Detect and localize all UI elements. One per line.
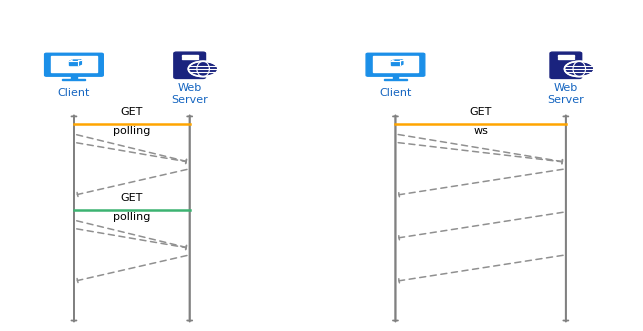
FancyBboxPatch shape bbox=[174, 52, 206, 78]
Polygon shape bbox=[69, 60, 82, 61]
Text: Client: Client bbox=[379, 88, 412, 98]
Polygon shape bbox=[400, 60, 403, 66]
Bar bbox=[373, 56, 418, 72]
Bar bbox=[51, 56, 96, 72]
Bar bbox=[182, 55, 197, 57]
Bar bbox=[393, 75, 398, 79]
Text: GET: GET bbox=[121, 107, 143, 117]
Text: Web
Server: Web Server bbox=[547, 83, 584, 105]
FancyBboxPatch shape bbox=[550, 52, 582, 78]
Text: Web
Server: Web Server bbox=[171, 83, 208, 105]
Bar bbox=[69, 61, 78, 66]
Bar bbox=[391, 61, 400, 66]
FancyBboxPatch shape bbox=[44, 53, 104, 76]
Bar bbox=[558, 55, 574, 57]
Bar bbox=[558, 58, 574, 59]
Bar bbox=[62, 79, 86, 80]
Circle shape bbox=[188, 61, 218, 76]
Text: ws: ws bbox=[473, 126, 488, 136]
Bar bbox=[384, 79, 407, 80]
FancyBboxPatch shape bbox=[366, 53, 425, 76]
Polygon shape bbox=[391, 60, 403, 61]
Polygon shape bbox=[78, 60, 82, 66]
Circle shape bbox=[565, 61, 594, 76]
Text: polling: polling bbox=[113, 212, 150, 222]
Text: Client: Client bbox=[58, 88, 90, 98]
Text: polling: polling bbox=[113, 126, 150, 136]
Bar bbox=[182, 58, 197, 59]
Bar bbox=[71, 75, 77, 79]
Text: GET: GET bbox=[469, 107, 492, 117]
Text: GET: GET bbox=[121, 193, 143, 203]
